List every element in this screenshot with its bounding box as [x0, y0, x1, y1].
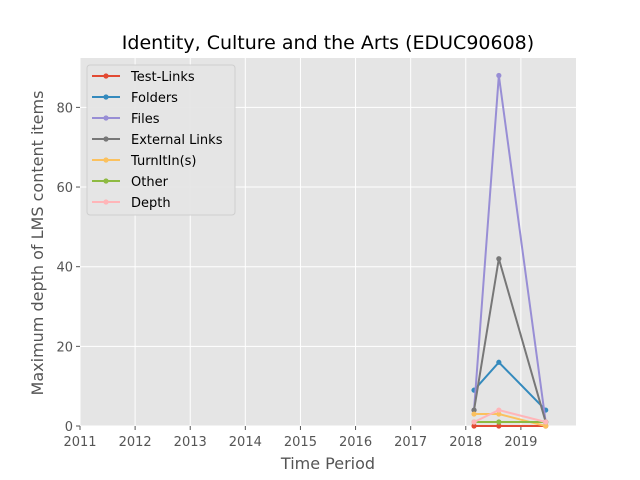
legend-label: External Links — [131, 133, 223, 148]
legend-marker — [103, 199, 109, 205]
x-tick-label: 2012 — [119, 435, 152, 450]
data-point-test-links — [496, 423, 502, 429]
data-point-turnitin-s — [543, 423, 549, 429]
series-layer — [471, 72, 549, 429]
data-point-depth — [471, 419, 477, 425]
legend-marker — [103, 94, 109, 100]
legend-label: Test-Links — [130, 70, 195, 85]
x-tick-label: 2014 — [229, 435, 262, 450]
data-point-other — [496, 419, 502, 425]
data-point-test-links — [471, 423, 477, 429]
legend-label: Depth — [131, 196, 171, 211]
y-tick-label: 20 — [56, 340, 73, 355]
legend-label: TurnItIn(s) — [130, 154, 196, 169]
data-point-depth — [543, 419, 549, 425]
legend-item-files: Files — [92, 112, 160, 127]
x-tick-label: 2011 — [63, 435, 96, 450]
y-axis: 0 20 40 60 80 — [56, 101, 80, 435]
x-tick-label: 2018 — [449, 435, 482, 450]
legend-marker — [103, 73, 109, 79]
y-tick-label: 40 — [56, 261, 73, 276]
x-axis: 2011 2012 2013 2014 2015 2016 2017 2018 2019 — [63, 426, 537, 450]
legend-label: Files — [131, 112, 160, 127]
legend-marker — [103, 136, 109, 142]
legend: Test-Links Folders Files External Links Turn… — [86, 64, 236, 216]
series-depth — [471, 407, 549, 425]
data-point-folders — [496, 359, 502, 365]
legend-marker — [103, 157, 109, 163]
data-point-external-links — [471, 407, 477, 413]
legend-box — [86, 64, 236, 216]
legend-item-external-links: External Links — [92, 133, 223, 148]
y-axis-title: Maximum depth of LMS content items — [28, 91, 47, 396]
data-point-turnitin-s — [496, 411, 502, 417]
legend-label: Folders — [131, 91, 178, 106]
legend-item-turnitin-s: TurnItIn(s) — [92, 154, 196, 169]
x-tick-label: 2013 — [174, 435, 207, 450]
data-point-files — [496, 72, 502, 79]
legend-marker — [103, 115, 109, 121]
y-tick-label: 0 — [65, 420, 73, 435]
data-point-turnitin-s — [471, 411, 477, 417]
y-tick-label: 60 — [56, 181, 73, 196]
legend-item-folders: Folders — [92, 91, 178, 106]
x-tick-label: 2015 — [284, 435, 317, 450]
x-tick-label: 2016 — [339, 435, 372, 450]
x-tick-label: 2017 — [394, 435, 427, 450]
legend-item-test-links: Test-Links — [92, 70, 195, 85]
legend-item-other: Other — [92, 175, 169, 190]
x-tick-label: 2019 — [504, 435, 537, 450]
data-point-external-links — [496, 256, 502, 262]
legend-label: Other — [131, 175, 169, 190]
legend-marker — [103, 178, 109, 184]
x-axis-title: Time Period — [280, 454, 375, 473]
legend-item-depth: Depth — [92, 196, 171, 211]
y-tick-label: 80 — [56, 101, 73, 116]
data-point-depth — [496, 407, 502, 413]
chart-title: Identity, Culture and the Arts (EDUC9060… — [122, 32, 534, 54]
